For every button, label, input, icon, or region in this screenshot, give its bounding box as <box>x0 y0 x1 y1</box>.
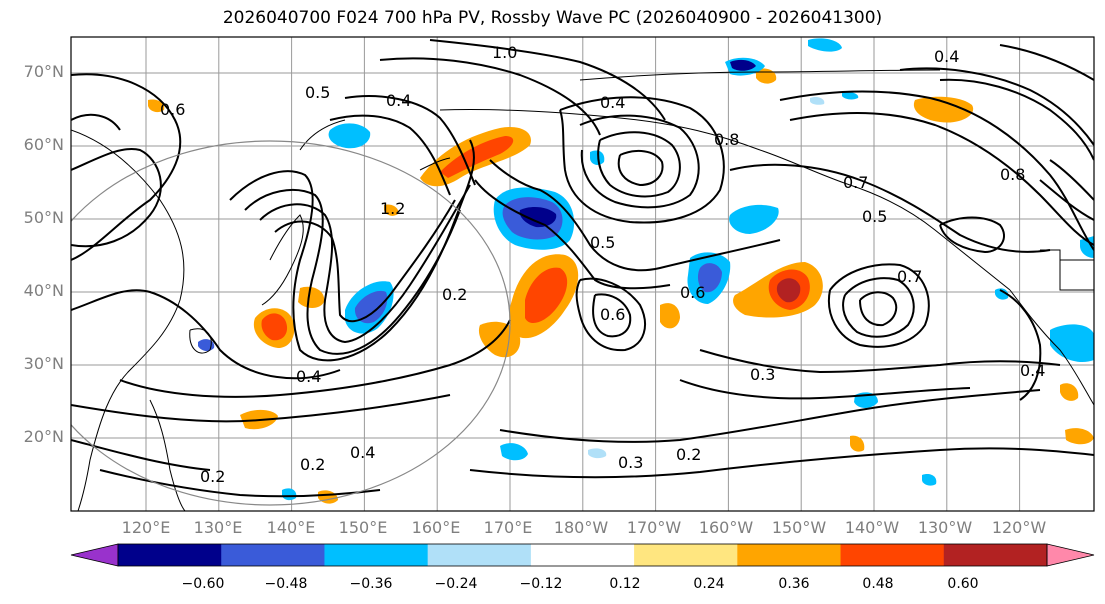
chart-title: 2026040700 F024 700 hPa PV, Rossby Wave … <box>222 8 883 28</box>
colorbar-segment <box>737 544 842 566</box>
coastlines <box>71 69 1094 511</box>
contour-label: 0.4 <box>350 443 375 462</box>
contour-label: 0.3 <box>750 365 775 384</box>
lon-label: 170°W <box>626 518 682 537</box>
contour-label: 0.6 <box>600 305 625 324</box>
lon-label: 120°W <box>991 518 1047 537</box>
radius-circle <box>71 140 511 506</box>
contour-label: 0.6 <box>160 100 185 119</box>
contour-labels: 1.0 0.5 0.4 0.6 0.8 0.7 0.4 1.2 0.2 0.3 … <box>160 43 1045 486</box>
contour-label: 0.8 <box>1000 165 1025 184</box>
colorbar-segment <box>943 544 1048 566</box>
lat-label: 40°N <box>23 281 64 300</box>
lon-label: 130°E <box>193 518 243 537</box>
lon-label: 130°W <box>917 518 973 537</box>
contour-label: 1.2 <box>380 199 405 218</box>
contour-label: 0.5 <box>862 207 887 226</box>
contour-label: 0.7 <box>897 267 922 286</box>
lon-label: 120°E <box>121 518 171 537</box>
lon-label: 140°W <box>844 518 900 537</box>
colorbar <box>70 543 1095 567</box>
lat-label: 30°N <box>23 354 64 373</box>
colorbar-extend-max <box>1046 543 1095 567</box>
lon-label: 150°W <box>771 518 827 537</box>
contour-label: 0.2 <box>442 285 467 304</box>
colorbar-segment <box>221 544 325 566</box>
map-frame <box>70 36 1095 512</box>
contour-label: 0.4 <box>934 47 959 66</box>
colorbar-tick: −0.12 <box>519 576 563 592</box>
colorbar-segment <box>840 544 945 566</box>
colorbar-tick: −0.48 <box>264 576 308 592</box>
lon-label: 160°E <box>411 518 461 537</box>
lat-label: 70°N <box>23 62 64 81</box>
lon-label: 170°E <box>483 518 533 537</box>
colorbar-tick: 0.48 <box>862 576 894 592</box>
contour-label: 1.0 <box>492 43 517 62</box>
colorbar-tick: −0.36 <box>349 576 393 592</box>
colorbar-segment <box>427 544 532 566</box>
contour-label: 0.5 <box>305 83 330 102</box>
pv-anomaly-shading <box>148 38 1094 504</box>
colorbar-extend-min <box>70 543 119 567</box>
pv-contours <box>71 39 1094 498</box>
colorbar-outline <box>117 543 1048 567</box>
contour-label: 0.6 <box>680 283 705 302</box>
lat-label: 50°N <box>23 208 64 227</box>
contour-label: 0.2 <box>300 455 325 474</box>
colorbar-tick: 0.60 <box>947 576 979 592</box>
colorbar-tick: −0.24 <box>434 576 478 592</box>
lon-label: 160°W <box>698 518 754 537</box>
contour-label: 0.4 <box>386 91 411 110</box>
colorbar-segment <box>324 544 429 566</box>
lon-label: 180°W <box>553 518 609 537</box>
lat-label: 60°N <box>23 135 64 154</box>
contour-label: 0.4 <box>296 367 321 386</box>
lon-label: 150°E <box>338 518 388 537</box>
contour-label: 0.4 <box>1020 361 1045 380</box>
lat-label: 20°N <box>23 427 64 446</box>
colorbar-segment <box>530 544 635 566</box>
colorbar-tick: 0.24 <box>693 576 725 592</box>
contour-label: 0.4 <box>600 93 625 112</box>
lon-label: 140°E <box>266 518 316 537</box>
contour-label: 0.2 <box>676 445 701 464</box>
contour-label: 0.2 <box>200 467 225 486</box>
contour-label: 0.3 <box>618 453 643 472</box>
colorbar-tick: 0.36 <box>778 576 810 592</box>
colorbar-segment <box>634 544 738 566</box>
contour-label: 0.8 <box>714 130 739 149</box>
colorbar-tick: −0.60 <box>181 576 225 592</box>
contour-label: 0.5 <box>590 233 615 252</box>
contour-label: 0.7 <box>843 173 868 192</box>
colorbar-tick: 0.12 <box>609 576 641 592</box>
colorbar-segment <box>118 544 222 566</box>
